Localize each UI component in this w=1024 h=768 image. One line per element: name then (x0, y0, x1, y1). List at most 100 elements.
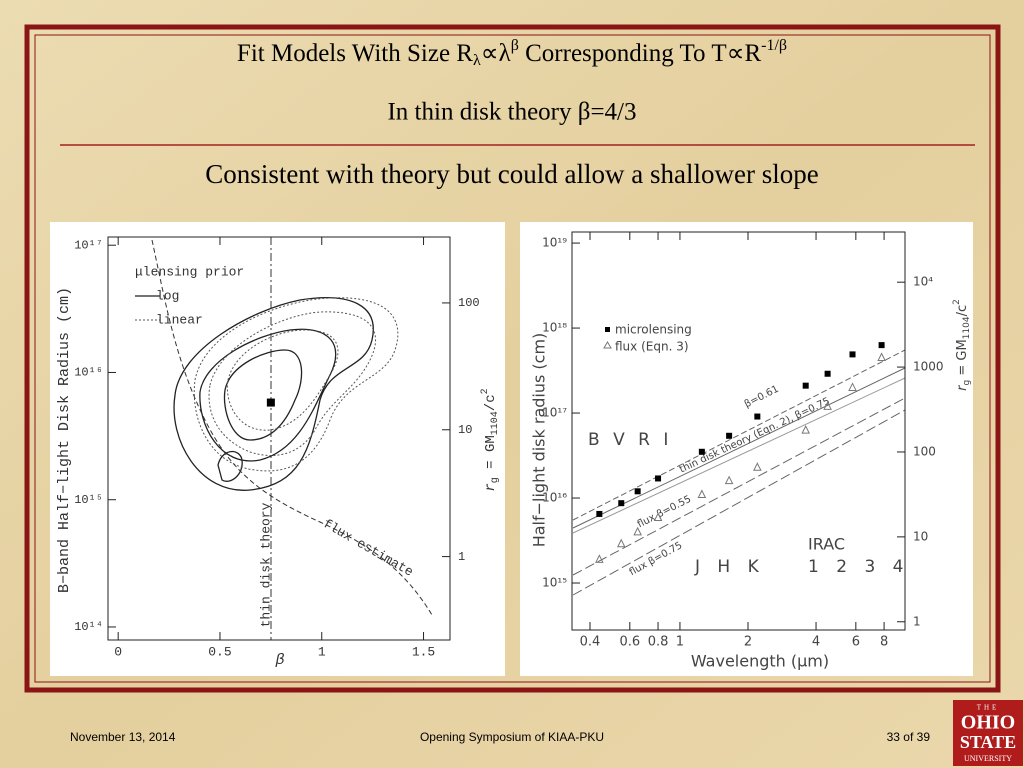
x-tick-label: 0.5 (208, 644, 231, 659)
x-tick-label: 1 (318, 644, 326, 659)
legend-label: flux (Eqn. 3) (615, 340, 689, 354)
y-tick-label: 10¹⁸ (542, 321, 567, 335)
band-label: J H K (694, 557, 760, 577)
data-point (878, 342, 885, 349)
y2-axis-label: rg = GM1104/c2 (480, 388, 501, 491)
legend-marker (603, 341, 612, 349)
data-point (724, 475, 734, 485)
data-point (824, 370, 831, 377)
label-part: 1104 (962, 316, 972, 339)
slide-headline: Consistent with theory but could allow a… (205, 159, 818, 189)
best-fit-point (266, 398, 275, 407)
label-part: /c (483, 394, 499, 411)
data-point (877, 352, 886, 362)
y2-axis-label: rg = GM1104/c2 (952, 299, 972, 391)
y-tick-label: 10¹⁹ (542, 236, 567, 250)
data-point (754, 413, 761, 420)
y-tick-label: 10¹⁶ (542, 491, 567, 505)
fit-lines (572, 349, 906, 596)
contours-linear (193, 297, 399, 472)
data-point (595, 554, 604, 563)
y2-tick-label: 10 (458, 423, 472, 437)
data-point (849, 351, 856, 358)
label-part: g (490, 477, 501, 483)
title-sub: λ (473, 52, 481, 69)
y-tick-label: 10¹⁷ (74, 238, 103, 252)
plot-frame (107, 236, 451, 641)
y-tick-label: 10¹⁵ (542, 576, 567, 590)
slide-title: Fit Models With Size Rλ∝λβ Corresponding… (237, 37, 787, 69)
data-point (655, 475, 662, 482)
x-tick-label: 1.5 (412, 644, 435, 659)
legend-label: microlensing (615, 323, 692, 337)
logo-text: STATE (960, 732, 1016, 752)
legend-marker (605, 327, 610, 332)
data-point (823, 401, 832, 410)
x-tick-label: 0 (114, 644, 122, 659)
x-tick-label: 8 (880, 635, 888, 650)
legend-label: log (156, 288, 179, 303)
flux-estimate-curve (151, 239, 433, 616)
data-point (634, 488, 641, 495)
y2-tick-label: 1 (913, 614, 921, 628)
y-tick-label: 10¹⁶ (74, 366, 103, 380)
title-part: Corresponding To T∝R (519, 40, 762, 67)
x-axis-label: β (274, 652, 284, 669)
data-point (697, 489, 707, 499)
title-part: Fit Models With Size R (237, 40, 473, 67)
contours-log (173, 297, 374, 491)
label-part: /c (955, 305, 970, 317)
logo-text: THE (977, 704, 1000, 712)
data-point (596, 510, 603, 517)
inner-frame (34, 34, 991, 683)
title-sup: β (511, 37, 519, 54)
band-label: 1 2 3 4 (808, 557, 903, 577)
legend-label: linear (156, 312, 203, 327)
x-tick-label: 0.6 (619, 635, 640, 650)
label-part: r (955, 384, 970, 391)
data-point (801, 424, 811, 434)
label-part: r (483, 483, 499, 491)
y2-tick-label: 10 (913, 529, 928, 543)
x-tick-label: 2 (744, 635, 752, 650)
y-axis-label: B−band Half−light Disk Radius (cm) (56, 287, 73, 593)
label-part: 2 (480, 388, 491, 394)
slide-subtitle: In thin disk theory β=4/3 (387, 99, 636, 126)
x-axis-label: Wavelength (μm) (691, 652, 829, 671)
figure-panel (520, 222, 973, 676)
x-tick-label: 0.4 (580, 635, 601, 650)
y-tick-label: 10¹⁵ (74, 493, 103, 507)
data-point (616, 538, 626, 548)
x-tick-label: 6 (852, 635, 860, 650)
label-part: = GM (483, 435, 499, 477)
label-part: 1104 (490, 411, 501, 435)
band-label: IRAC (808, 535, 845, 554)
data-point (848, 382, 857, 391)
logo-text: OHIO (961, 712, 1015, 734)
data-point (633, 526, 642, 536)
y2-tick-label: 100 (458, 296, 480, 310)
footer-event: Opening Symposium of KIAA-PKU (420, 730, 604, 744)
y2-tick-label: 1000 (913, 360, 944, 374)
band-label: B V R I (588, 430, 668, 450)
y-tick-label: 10¹⁷ (542, 406, 567, 420)
data-point (698, 448, 705, 455)
frame (24, 24, 1001, 693)
y2-tick-label: 1 (458, 550, 465, 564)
title-sup: -1/β (761, 37, 787, 54)
annotation: thin disk theory (258, 502, 273, 627)
label-part: 2 (952, 299, 962, 305)
y2-tick-label: 100 (913, 444, 936, 458)
data-point (618, 500, 625, 507)
logo-text: UNIVERSITY (964, 754, 1012, 763)
y-axis-label: Half−light disk radius (cm) (530, 333, 549, 548)
x-tick-label: 4 (812, 635, 820, 650)
x-tick-label: 1 (676, 635, 684, 650)
plot-frame (571, 231, 906, 631)
data-point (802, 382, 809, 389)
label-part: g (962, 380, 972, 386)
footer-date: November 13, 2014 (70, 730, 176, 744)
label-part: = GM (955, 339, 970, 379)
title-part: ∝λ (481, 40, 511, 67)
